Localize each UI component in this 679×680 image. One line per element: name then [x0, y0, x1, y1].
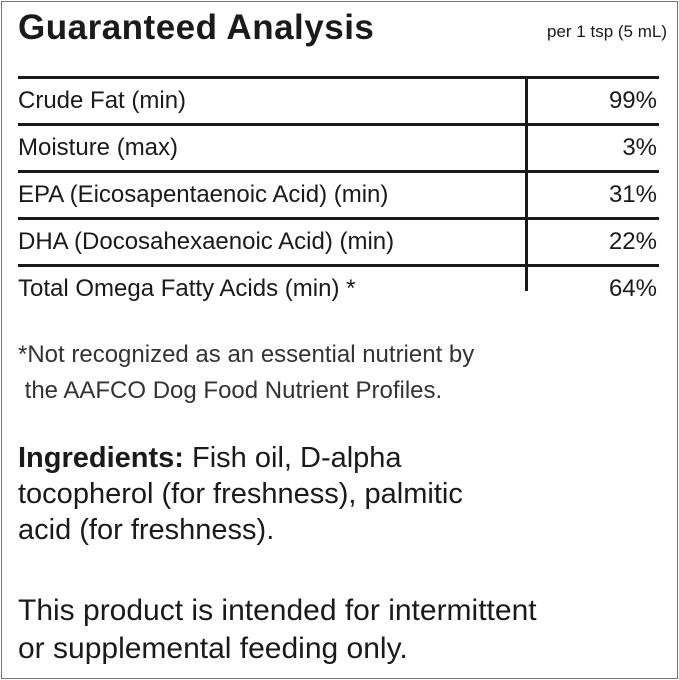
row-value: 64%	[608, 275, 657, 302]
row-label: DHA (Docosahexaenoic Acid) (min)	[18, 228, 395, 255]
row-label: Total Omega Fatty Acids (min) *	[18, 275, 356, 302]
ingredients-heading: Ingredients:	[18, 442, 184, 474]
footnote-line: the AAFCO Dog Food Nutrient Profiles.	[18, 377, 443, 404]
feeding-note-line: or supplemental feeding only.	[18, 632, 408, 665]
ingredients-line: Fish oil, D-alpha	[183, 442, 402, 474]
footnote: *Not recognized as an essential nutrient…	[18, 337, 474, 409]
feeding-note: This product is intended for intermitten…	[18, 592, 537, 668]
serving-size: per 1 tsp (5 mL)	[547, 22, 667, 41]
table-row: DHA (Docosahexaenoic Acid) (min) 22%	[18, 220, 659, 267]
ingredients-line: tocopherol (for freshness), palmitic	[18, 478, 463, 510]
feeding-note-line: This product is intended for intermitten…	[18, 594, 537, 627]
table-row: Total Omega Fatty Acids (min) * 64%	[18, 267, 659, 311]
row-label: EPA (Eicosapentaenoic Acid) (min)	[18, 181, 389, 208]
table-row: Moisture (max) 3%	[18, 126, 659, 173]
row-value: 22%	[608, 228, 657, 255]
table-row: EPA (Eicosapentaenoic Acid) (min) 31%	[18, 173, 659, 220]
table-row: Crude Fat (min) 99%	[18, 79, 659, 126]
row-label: Crude Fat (min)	[18, 87, 187, 114]
analysis-table: Crude Fat (min) 99% Moisture (max) 3% EPA …	[18, 76, 659, 311]
ingredients: Ingredients: Fish oil, D-alpha tocophero…	[18, 440, 463, 548]
footnote-line: *Not recognized as an essential nutrient…	[18, 341, 475, 368]
row-value: 99%	[608, 87, 657, 114]
row-label: Moisture (max)	[18, 134, 179, 161]
column-divider	[525, 76, 528, 291]
ingredients-line: acid (for freshness).	[18, 514, 275, 546]
row-value: 31%	[608, 181, 657, 208]
page-title: Guaranteed Analysis	[18, 8, 375, 47]
row-value: 3%	[622, 134, 657, 161]
